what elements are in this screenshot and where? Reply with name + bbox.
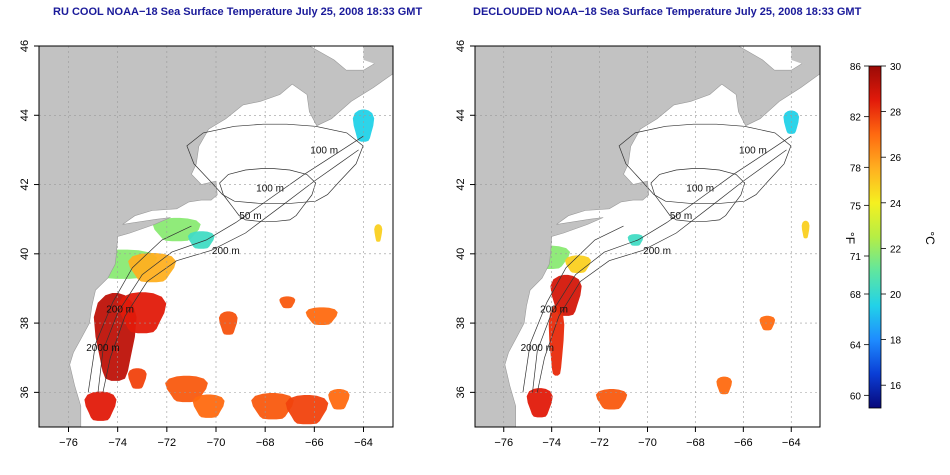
- lat-tick-label: 44: [19, 109, 31, 121]
- lon-tick-label: −72: [590, 437, 609, 449]
- fahrenheit-tick-label: 86: [850, 62, 862, 73]
- celsius-tick-label: 30: [890, 62, 902, 73]
- celsius-tick-label: 24: [890, 199, 902, 210]
- lon-tick-label: −68: [686, 437, 705, 449]
- celsius-tick-label: 18: [890, 336, 902, 347]
- lat-tick-label: 38: [19, 317, 31, 329]
- celsius-tick-label: 28: [890, 108, 902, 119]
- contour-label: 100 m: [310, 145, 338, 156]
- fahrenheit-axis-label: °F: [843, 232, 857, 244]
- fahrenheit-tick-label: 71: [850, 252, 862, 263]
- sst-patch: [84, 391, 117, 421]
- map-area: [39, 46, 393, 427]
- sst-patch: [128, 368, 147, 389]
- sst-patch: [627, 234, 644, 246]
- left-map-panel: 100 m 100 m 50 m 200 m 200 m 2000 m −76 −74 −72 −…: [19, 40, 394, 449]
- contour-label: 100 m: [256, 183, 284, 194]
- depth-contour: [97, 135, 364, 393]
- lon-tick-label: −70: [638, 437, 657, 449]
- fahrenheit-tick-label: 68: [850, 290, 862, 301]
- sst-patch: [595, 389, 628, 410]
- lat-tick-label: 42: [19, 178, 31, 190]
- lat-tick-label: 46: [19, 40, 31, 52]
- sst-patch: [328, 389, 350, 410]
- map-area: [475, 46, 820, 427]
- depth-contour: [186, 123, 364, 204]
- right-map-panel: 100 m 100 m 50 m 200 m 200 m 2000 m −76 −74 −72 −…: [455, 40, 821, 449]
- contour-label: 200 m: [106, 305, 134, 316]
- contour-label: 50 m: [239, 211, 261, 222]
- lon-tick-label: −64: [782, 437, 801, 449]
- depth-contour: [536, 149, 787, 393]
- lon-tick-label: −70: [207, 437, 226, 449]
- lon-tick-label: −74: [542, 437, 561, 449]
- celsius-tick-label: 20: [890, 290, 902, 301]
- fahrenheit-tick-label: 75: [850, 201, 862, 212]
- sst-patch: [305, 307, 338, 325]
- lon-tick-label: −68: [256, 437, 275, 449]
- fahrenheit-tick-label: 64: [850, 341, 862, 352]
- lon-tick-label: −66: [305, 437, 324, 449]
- sst-patch: [759, 315, 776, 331]
- lon-tick-label: −74: [108, 437, 127, 449]
- sst-patch: [565, 255, 591, 273]
- sst-patch: [251, 393, 294, 420]
- lon-tick-label: −72: [157, 437, 176, 449]
- sst-patch: [352, 109, 375, 142]
- sst-patch: [526, 388, 553, 418]
- fahrenheit-tick-label: 82: [850, 113, 862, 124]
- depth-contour: [618, 123, 792, 204]
- contour-label: 200 m: [643, 246, 671, 257]
- sst-patch: [801, 220, 810, 239]
- contour-label: 100 m: [739, 145, 767, 156]
- depth-contour: [532, 135, 792, 393]
- sst-patch: [218, 311, 238, 335]
- left-panel-title: RU COOL NOAA−18 Sea Surface Temperature …: [53, 6, 423, 18]
- depth-contour: [102, 149, 359, 393]
- sst-patch: [279, 296, 296, 309]
- celsius-tick-label: 26: [890, 153, 902, 164]
- lat-tick-label: 36: [19, 386, 31, 398]
- sst-patch: [192, 394, 225, 418]
- lat-tick-label: 40: [19, 248, 31, 260]
- lat-tick-label: 46: [455, 40, 467, 52]
- lon-tick-label: −64: [354, 437, 373, 449]
- lat-tick-label: 38: [455, 317, 467, 329]
- lat-tick-label: 36: [455, 386, 467, 398]
- celsius-axis-label: °C: [923, 231, 937, 245]
- sst-patch: [165, 375, 208, 403]
- celsius-tick-label: 22: [890, 244, 902, 255]
- lon-tick-label: −76: [494, 437, 513, 449]
- temperature-colorbar: 16 18 20 22 24 26 28 30 60 64 68 71 75 78 82 86 °F °C: [843, 62, 937, 409]
- sst-patch: [550, 274, 582, 316]
- sst-patch: [374, 224, 383, 242]
- lon-tick-label: −76: [59, 437, 78, 449]
- contour-label: 2000 m: [521, 343, 554, 354]
- contour-label: 2000 m: [86, 343, 119, 354]
- lat-tick-label: 40: [455, 248, 467, 260]
- lat-tick-label: 42: [455, 178, 467, 190]
- contour-label: 200 m: [212, 246, 240, 257]
- land-nova-scotia: [363, 46, 393, 67]
- celsius-tick-label: 16: [890, 381, 902, 392]
- sst-patch: [285, 395, 329, 425]
- fahrenheit-tick-label: 60: [850, 391, 862, 402]
- lon-tick-label: −66: [734, 437, 753, 449]
- right-panel-title: DECLOUDED NOAA−18 Sea Surface Temperatur…: [473, 6, 862, 18]
- colorbar-ramp: [868, 65, 882, 409]
- contour-label: 50 m: [670, 211, 692, 222]
- land: [475, 46, 820, 427]
- land: [39, 46, 393, 427]
- contour-label: 100 m: [686, 183, 714, 194]
- land-nova-scotia: [791, 46, 820, 67]
- sst-patch: [716, 376, 732, 395]
- contour-label: 200 m: [540, 305, 568, 316]
- lat-tick-label: 44: [455, 109, 467, 121]
- fahrenheit-tick-label: 78: [850, 163, 862, 174]
